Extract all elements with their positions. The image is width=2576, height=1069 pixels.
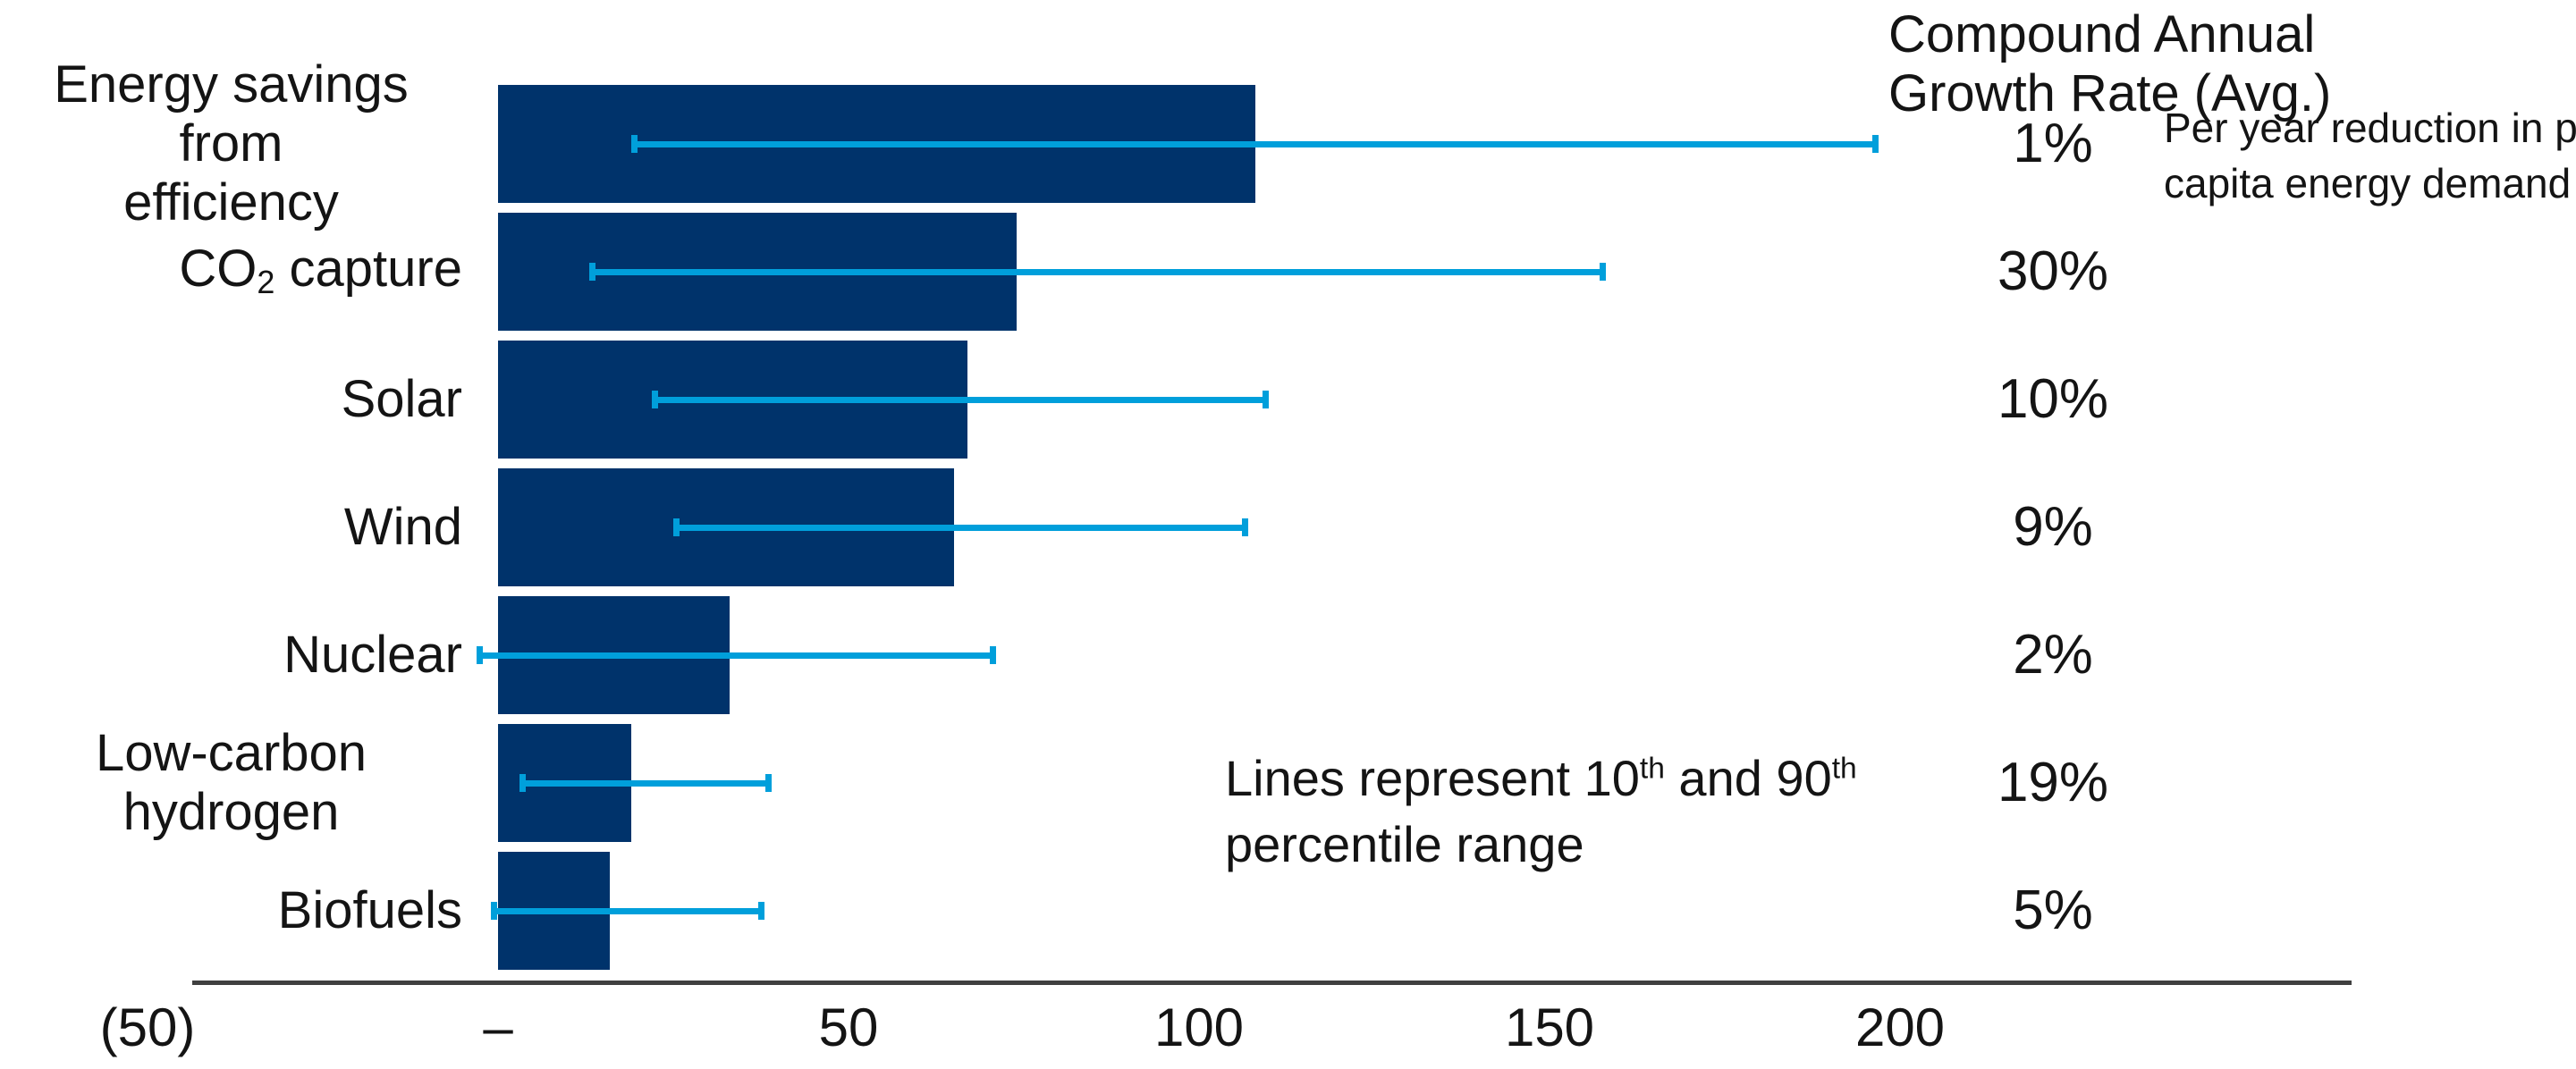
category-label-text: Solar [341, 370, 462, 428]
percentile-note-text-mid: and 90 [1664, 750, 1832, 806]
category-label-text: Energy savings from efficiency [54, 55, 409, 231]
category-label: Low-carbon hydrogen [0, 724, 462, 842]
category-label-text: Nuclear [283, 626, 462, 684]
cagr-value: 9% [2013, 496, 2093, 558]
percentile-note-text: Lines represent 10 [1225, 750, 1640, 806]
x-axis-line [192, 981, 2352, 985]
category-label: Wind [0, 468, 462, 586]
x-tick-label: 50 [818, 997, 879, 1057]
category-label: Solar [0, 341, 462, 459]
percentile-note: Lines represent 10th and 90th percentile… [1225, 745, 1857, 878]
category-label: CO2 capture [0, 213, 462, 331]
whisker-line [652, 396, 1270, 403]
cagr-header-line2: Growth Rate (Avg.) [1888, 64, 2332, 122]
whisker-line [519, 779, 772, 787]
whisker-cap-left [477, 646, 484, 664]
category-label-text: Wind [343, 498, 462, 556]
whisker-cap-left [519, 774, 526, 792]
cagr-value: 2% [2013, 624, 2093, 686]
whisker-cap-right [1872, 135, 1879, 153]
cagr-value: 5% [2013, 880, 2093, 941]
side-note-line1: Per year reduction in per [2164, 105, 2576, 151]
whisker-line [673, 524, 1248, 531]
whisker-cap-left [630, 135, 638, 153]
category-label: Biofuels [0, 852, 462, 970]
cagr-value: 1% [2013, 113, 2093, 174]
whisker-cap-right [764, 774, 772, 792]
x-tick-label: 100 [1153, 997, 1245, 1057]
whisker-cap-right [989, 646, 996, 664]
text: capture [274, 239, 462, 298]
category-label-text: Low-carbon hydrogen [95, 724, 367, 841]
whisker-cap-left [673, 518, 680, 536]
category-label: Energy savings from efficiency [0, 55, 462, 231]
whisker-line [477, 652, 996, 659]
whisker-cap-right [1263, 391, 1270, 408]
cagr-value: 19% [1997, 752, 2109, 813]
cagr-value: 10% [1997, 368, 2109, 430]
whisker-cap-left [588, 263, 595, 281]
x-tick-label: (50) [99, 997, 196, 1057]
x-tick-label: 150 [1504, 997, 1595, 1057]
cagr-side-note: Per year reduction in per capita energy … [2164, 100, 2576, 211]
whisker-cap-left [491, 902, 498, 920]
x-tick-label: 200 [1854, 997, 1946, 1057]
whisker-cap-right [1241, 518, 1248, 536]
category-label-text: CO2 capture [179, 240, 462, 305]
whisker-line [630, 140, 1879, 147]
whisker-cap-right [1599, 263, 1606, 281]
subscript: 2 [257, 264, 275, 301]
cagr-header-line1: Compound Annual [1888, 5, 2316, 63]
category-label-text: Biofuels [277, 881, 462, 939]
whisker-cap-right [757, 902, 764, 920]
percentile-note-sup-10th: th [1639, 752, 1665, 786]
whisker-line [588, 268, 1606, 275]
percentile-note-line2: percentile range [1225, 816, 1584, 872]
side-note-line2: capita energy demand [2164, 160, 2572, 206]
cagr-column-header: Compound Annual Growth Rate (Avg.) [1888, 5, 2331, 123]
x-tick-label: – [483, 997, 513, 1057]
whisker-cap-left [652, 391, 659, 408]
text: CO [179, 239, 258, 298]
whisker-line [491, 907, 764, 914]
percentile-note-sup-90th: th [1831, 752, 1857, 786]
percentile-note-line1: Lines represent 10th and 90th [1225, 745, 1857, 812]
cagr-value: 30% [1997, 240, 2109, 302]
category-label: Nuclear [0, 596, 462, 714]
